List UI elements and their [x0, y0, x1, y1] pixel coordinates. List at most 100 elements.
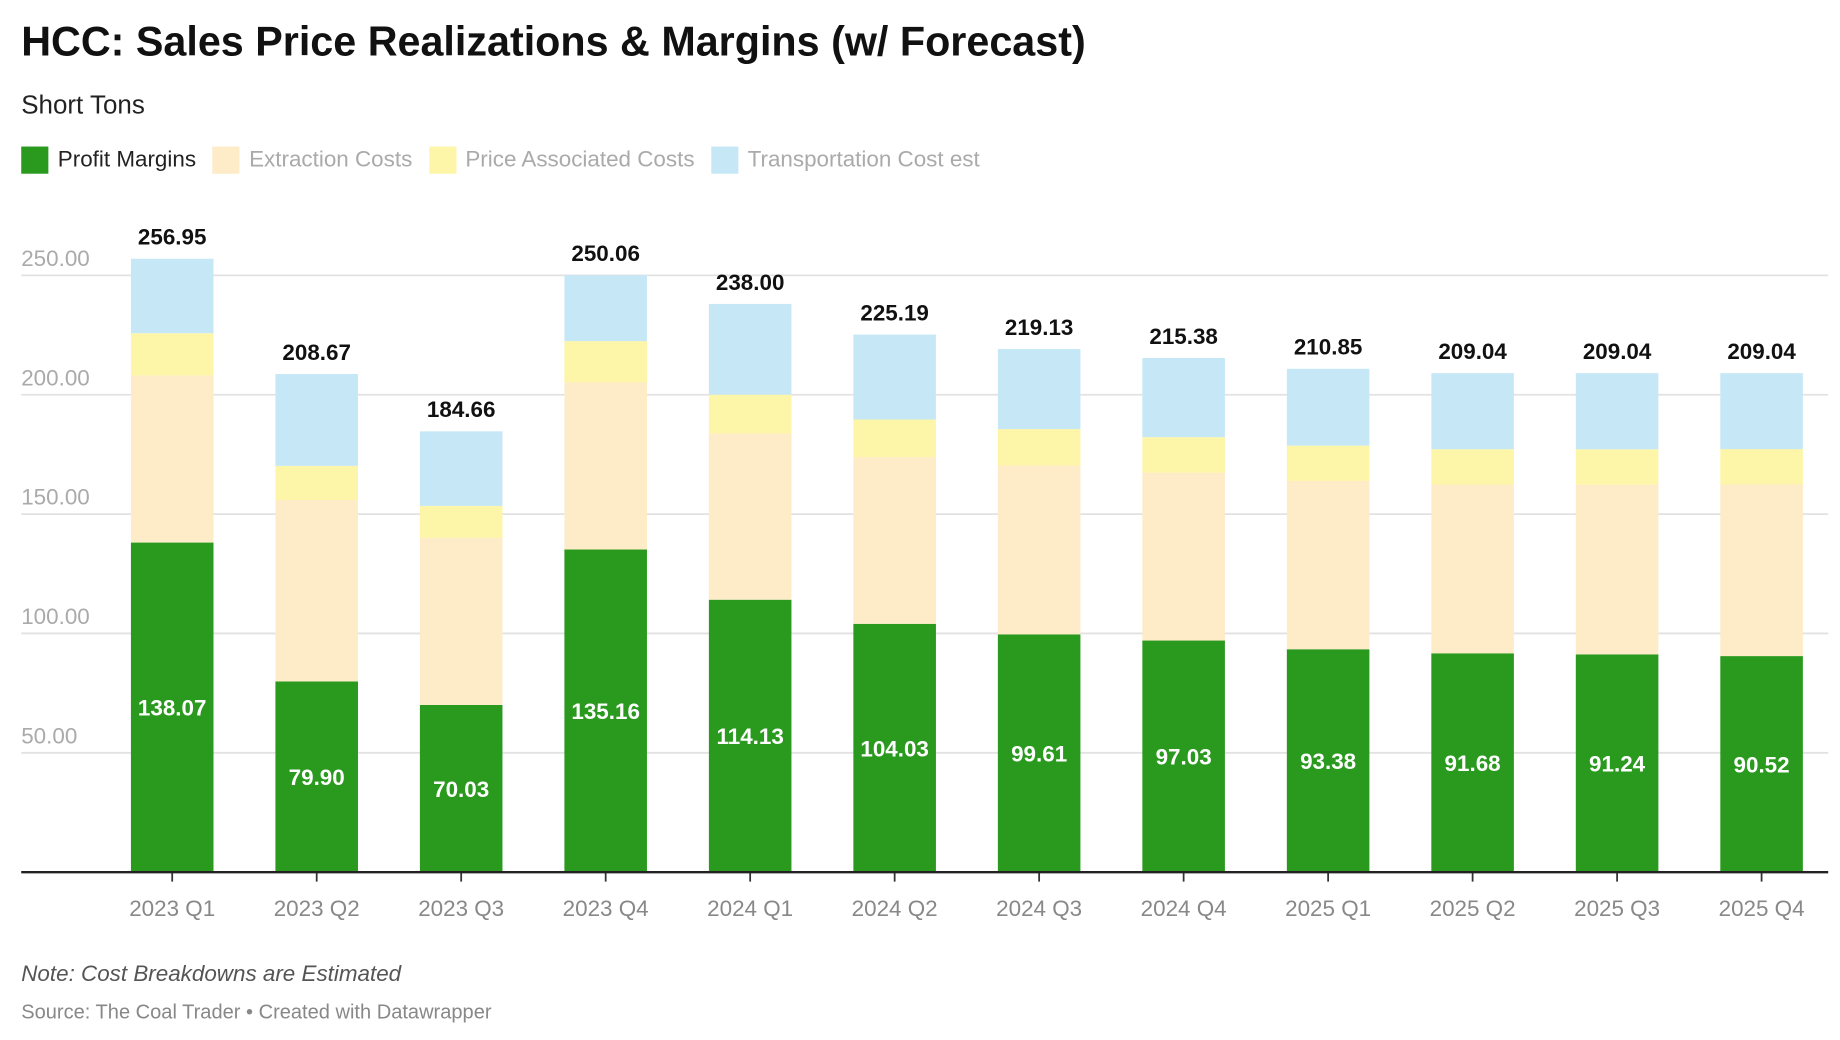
- bar-segment-transportation-cost-est: [1575, 373, 1659, 450]
- bar-segment-extraction-costs: [564, 382, 647, 550]
- bar-segment-profit-margins: [1286, 649, 1370, 873]
- profit-margin-label: 91.24: [1589, 752, 1646, 777]
- bar-segment-price-associated-costs: [564, 341, 647, 383]
- legend-item-transportation-cost-est[interactable]: Transportation Cost est: [711, 146, 980, 174]
- plot-area: 50.00 100.00 150.00 200.00 250.00 138.07 256.9…: [21, 225, 1829, 921]
- bar-segment-transportation-cost-est: [419, 431, 503, 506]
- profit-margin-label: 93.38: [1300, 749, 1356, 774]
- bar-segment-transportation-cost-est: [130, 258, 214, 334]
- legend-item-extraction-costs[interactable]: Extraction Costs: [212, 146, 413, 174]
- x-tick-label: 2024 Q3: [996, 896, 1082, 921]
- bar-segment-extraction-costs: [419, 537, 503, 705]
- x-tick-label: 2025 Q2: [1430, 896, 1516, 921]
- x-tick-label: 2023 Q2: [274, 896, 360, 921]
- bar-segment-transportation-cost-est: [708, 303, 792, 395]
- bar-segment-transportation-cost-est: [1142, 358, 1225, 438]
- bar-segment-price-associated-costs: [997, 429, 1081, 466]
- bar-segment-price-associated-costs: [419, 505, 503, 538]
- total-label: 184.66: [427, 397, 496, 422]
- profit-margin-label: 104.03: [860, 736, 929, 761]
- legend-swatch: [212, 146, 240, 174]
- bar-segment-extraction-costs: [275, 499, 358, 682]
- bar-segment-price-associated-costs: [708, 394, 792, 434]
- x-tick-label: 2025 Q3: [1574, 896, 1660, 921]
- bar-segment-transportation-cost-est: [853, 334, 936, 420]
- profit-margin-label: 97.03: [1156, 745, 1212, 770]
- x-tick-label: 2024 Q4: [1141, 896, 1227, 921]
- total-label: 210.85: [1294, 335, 1363, 360]
- bar-segment-extraction-costs: [130, 375, 214, 543]
- bar-segment-extraction-costs: [1142, 472, 1225, 641]
- bar-segment-transportation-cost-est: [1720, 373, 1803, 450]
- bar-segment-transportation-cost-est: [275, 374, 358, 466]
- profit-margin-label: 99.61: [1011, 742, 1067, 767]
- bar-segment-price-associated-costs: [1142, 437, 1225, 473]
- x-tick-label: 2023 Q3: [418, 896, 504, 921]
- bar-segment-profit-margins: [1431, 653, 1514, 873]
- total-label: 238.00: [716, 270, 785, 295]
- bar-segment-extraction-costs: [1575, 484, 1659, 655]
- y-tick-label: 150.00: [21, 485, 90, 510]
- total-label: 256.95: [138, 225, 207, 250]
- legend: Profit Margins Extraction Costs Price Asso…: [21, 146, 980, 174]
- total-label: 209.04: [1727, 339, 1796, 364]
- legend-swatch: [428, 146, 456, 174]
- bar-segment-profit-margins: [564, 549, 647, 873]
- x-tick-label: 2024 Q1: [707, 896, 793, 921]
- bar-segment-profit-margins: [853, 623, 936, 873]
- bar-segment-extraction-costs: [1431, 484, 1514, 654]
- bar-segment-price-associated-costs: [1575, 449, 1659, 485]
- bar-segment-profit-margins: [419, 704, 503, 873]
- legend-swatch: [21, 146, 49, 174]
- bar-segment-extraction-costs: [1720, 484, 1803, 657]
- bar-segment-extraction-costs: [853, 457, 936, 624]
- bar-segment-price-associated-costs: [275, 465, 358, 500]
- profit-margin-label: 135.16: [571, 699, 640, 724]
- legend-item-price-associated-costs[interactable]: Price Associated Costs: [428, 146, 695, 174]
- y-tick-label: 50.00: [21, 723, 77, 748]
- bar-segment-extraction-costs: [708, 433, 792, 600]
- chart-title: HCC: Sales Price Realizations & Margins …: [21, 18, 1086, 65]
- total-label: 209.04: [1583, 339, 1652, 364]
- bar-segment-price-associated-costs: [130, 333, 214, 376]
- profit-margin-label: 70.03: [433, 777, 489, 802]
- total-label: 208.67: [282, 340, 351, 365]
- legend-label: Price Associated Costs: [465, 147, 695, 172]
- bar-segment-extraction-costs: [1286, 480, 1370, 650]
- chart-subtitle: Short Tons: [21, 89, 145, 120]
- profit-margin-label: 90.52: [1734, 752, 1790, 777]
- bar-segment-transportation-cost-est: [1431, 373, 1514, 450]
- legend-label: Profit Margins: [57, 147, 197, 172]
- bar-segment-profit-margins: [997, 634, 1081, 873]
- bar-segment-profit-margins: [1575, 654, 1659, 873]
- chart-source: Source: The Coal Trader • Created with D…: [21, 1000, 492, 1024]
- bar-segment-profit-margins: [708, 599, 792, 873]
- x-tick-label: 2025 Q4: [1719, 896, 1805, 921]
- y-tick-label: 100.00: [21, 604, 90, 629]
- y-tick-label: 200.00: [21, 365, 90, 390]
- bar-segment-profit-margins: [275, 681, 358, 873]
- bar-segment-transportation-cost-est: [1286, 368, 1370, 446]
- total-label: 215.38: [1149, 324, 1218, 349]
- total-label: 219.13: [1005, 315, 1074, 340]
- profit-margin-label: 114.13: [717, 724, 784, 749]
- legend-item-profit-margins[interactable]: Profit Margins: [21, 146, 197, 174]
- bar-segment-price-associated-costs: [1720, 449, 1803, 485]
- legend-swatch: [711, 146, 739, 174]
- bar-segment-profit-margins: [130, 542, 214, 873]
- bar-segment-extraction-costs: [997, 465, 1081, 635]
- bar-segment-price-associated-costs: [1286, 445, 1370, 481]
- bar-segment-price-associated-costs: [853, 419, 936, 458]
- x-tick-label: 2023 Q4: [563, 896, 649, 921]
- bar-segment-profit-margins: [1720, 656, 1803, 873]
- x-tick-label: 2024 Q2: [852, 896, 938, 921]
- profit-margin-label: 79.90: [289, 765, 345, 790]
- profit-margin-label: 91.68: [1445, 751, 1501, 776]
- legend-label: Extraction Costs: [249, 147, 413, 172]
- bar-segment-price-associated-costs: [1431, 449, 1514, 485]
- total-label: 209.04: [1438, 339, 1507, 364]
- x-tick-label: 2023 Q1: [129, 896, 215, 921]
- total-label: 225.19: [860, 300, 929, 325]
- chart-note: Note: Cost Breakdowns are Estimated: [21, 961, 402, 987]
